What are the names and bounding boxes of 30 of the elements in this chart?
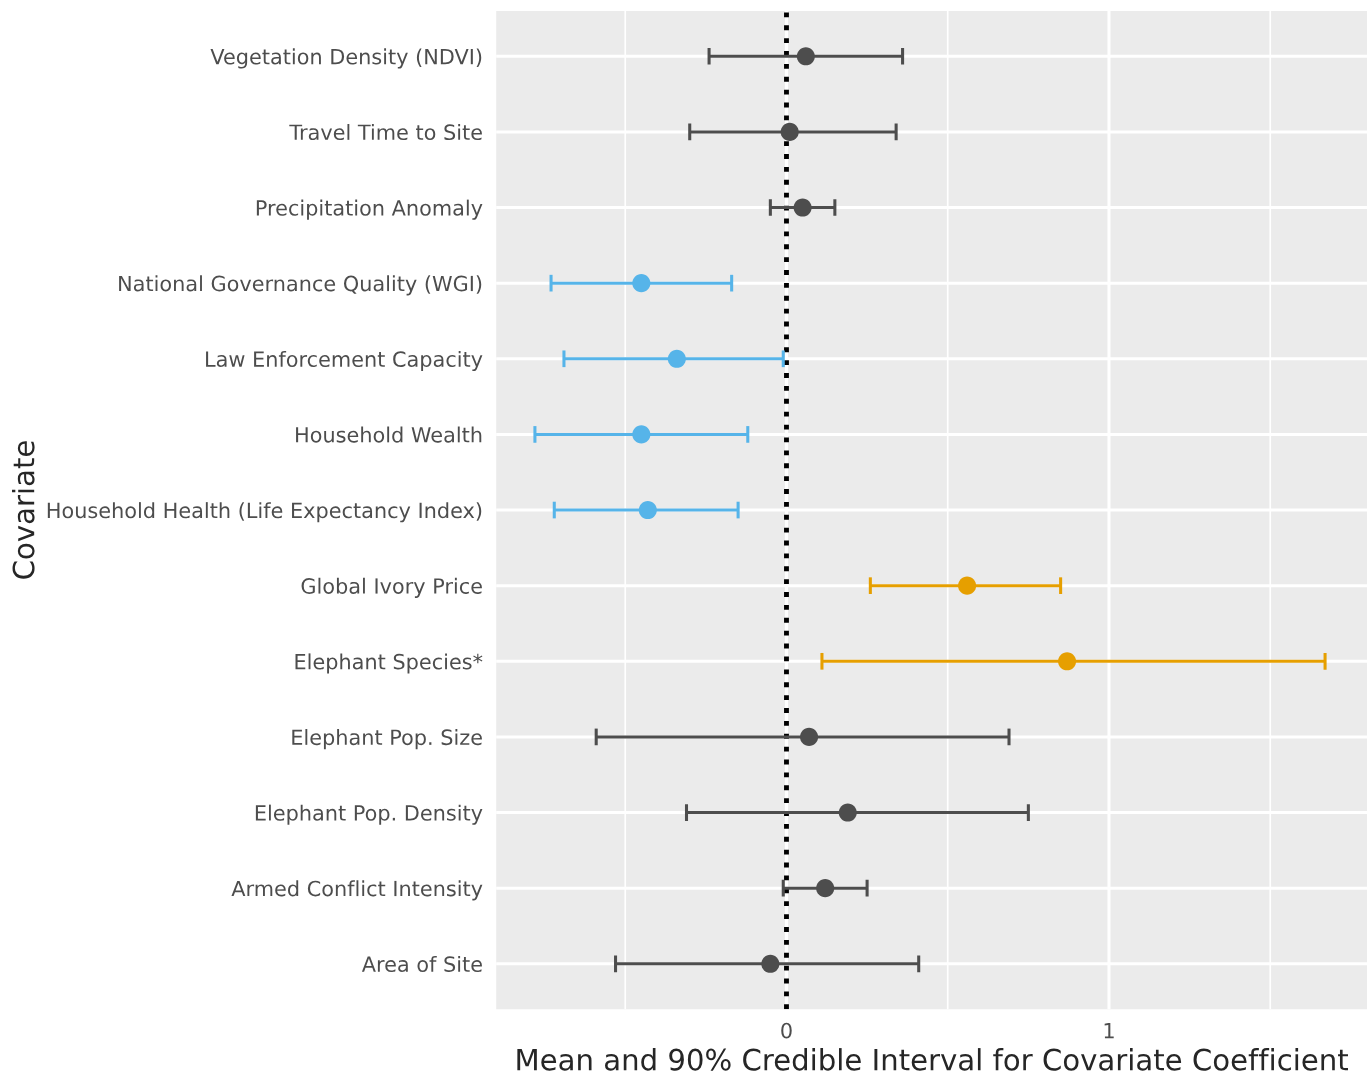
point (780, 122, 799, 141)
point (632, 274, 651, 293)
y-axis-title: Covariate (12, 441, 35, 579)
point (793, 198, 812, 217)
y-tick-label: Elephant Species* (295, 653, 483, 674)
y-tick-label: Global Ivory Price (301, 577, 482, 598)
point (638, 500, 657, 520)
x-tick-label: 0 (781, 1022, 792, 1039)
point (761, 954, 780, 973)
y-tick-label: Precipitation Anomaly (256, 199, 483, 220)
point (632, 425, 651, 444)
point (838, 803, 857, 822)
point (800, 727, 819, 746)
y-tick-label: Elephant Pop. Size (292, 729, 482, 750)
point (796, 47, 815, 66)
y-tick-label: Travel Time to Site (289, 124, 482, 141)
y-tick-label: Armed Conflict Intensity (231, 880, 483, 901)
point (1058, 652, 1077, 671)
y-tick-label: Law Enforcement Capacity (206, 350, 483, 372)
point (667, 349, 686, 368)
x-tick-label: 1 (1104, 1023, 1114, 1039)
y-tick-label: Elephant Pop. Density (255, 804, 483, 825)
point (816, 879, 835, 898)
x-axis-title: Mean and 90% Credible Interval for Covariate Coefficient (517, 1048, 1348, 1071)
y-tick-label: Household Wealth (296, 426, 482, 443)
y-tick-label: National Governance Quality (WGI) (119, 275, 482, 296)
y-tick-label: Vegetation Density (NDVI) (210, 48, 482, 69)
point (958, 576, 977, 595)
y-tick-label: Household Health (Life Expectancy Index) (47, 502, 482, 523)
y-tick-label: Area of Site (361, 955, 482, 973)
